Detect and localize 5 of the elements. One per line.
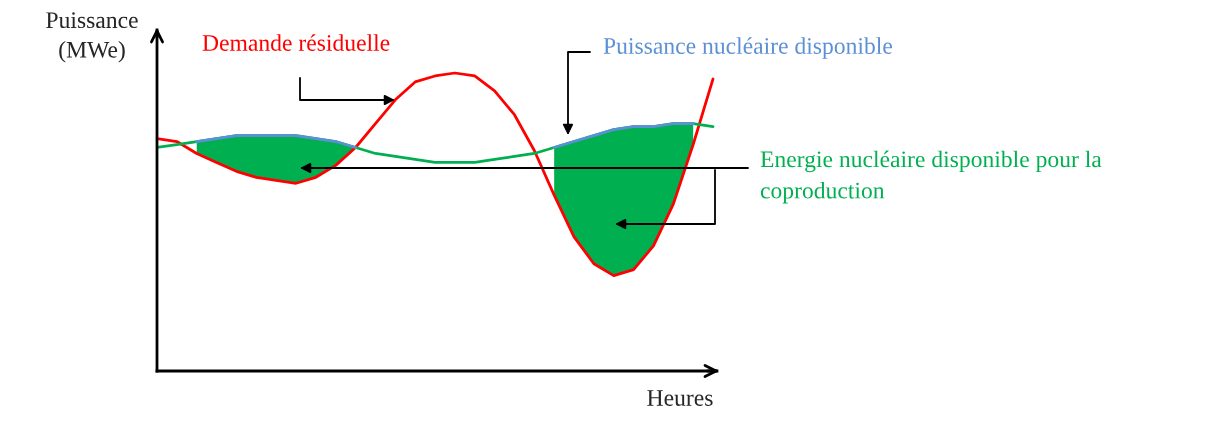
y-axis-title: Puissance (MWe): [46, 12, 138, 63]
text: Demande résiduelle: [202, 34, 390, 51]
text: Energie nucléaire disponible pour la coproduction: [760, 150, 1102, 204]
text: Puissance nucléaire disponible: [603, 37, 892, 59]
x-axis-title: Heures: [647, 390, 713, 406]
